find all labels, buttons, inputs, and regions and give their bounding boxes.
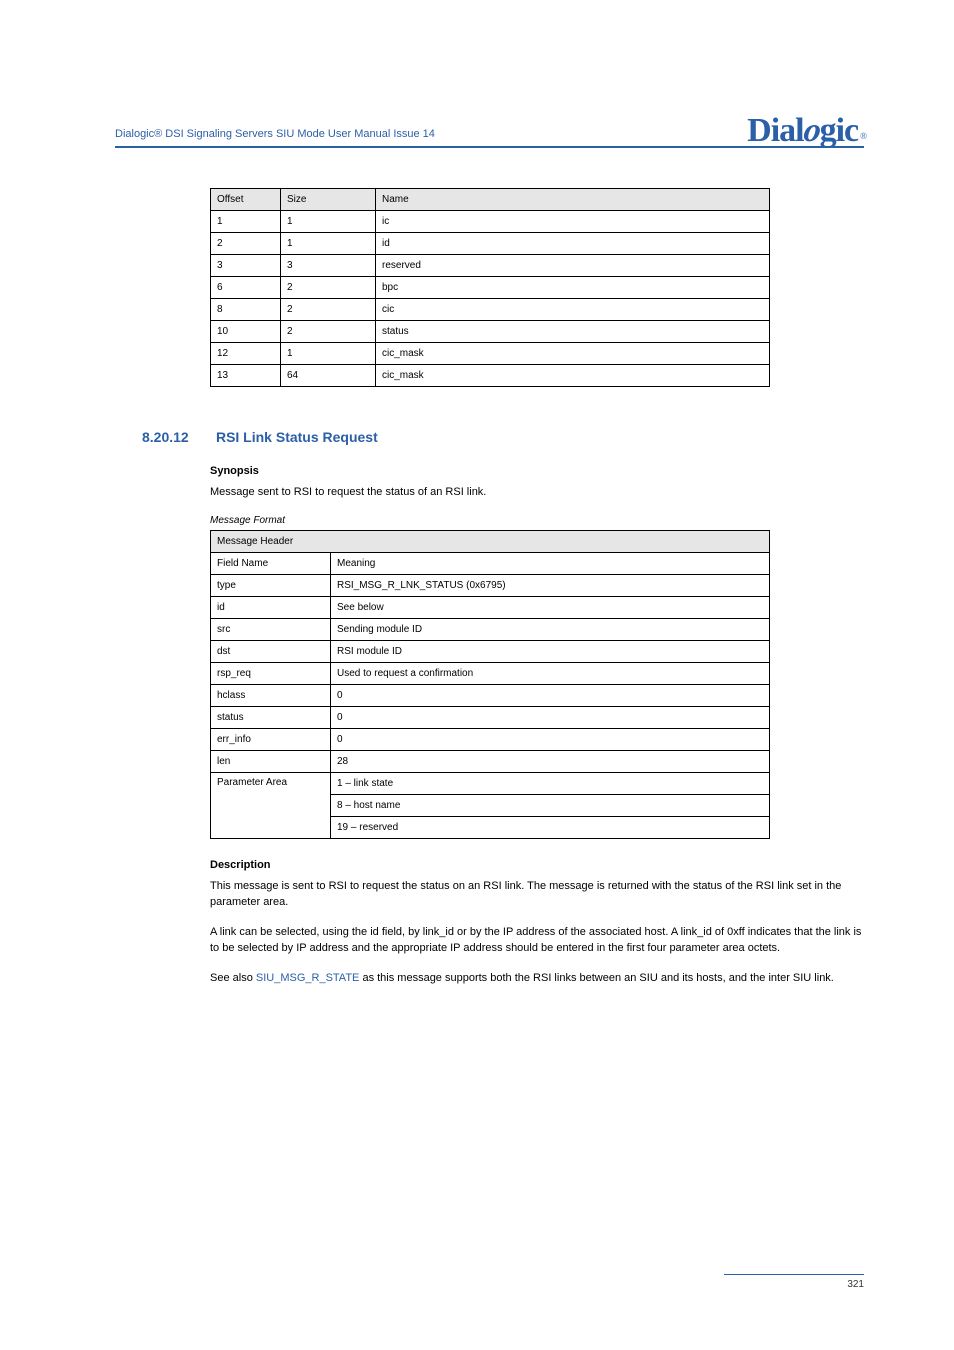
t2-title: Message Header — [211, 530, 770, 552]
table-cell: dst — [211, 640, 331, 662]
description-p1: This message is sent to RSI to request t… — [210, 879, 864, 911]
description-p2: A link can be selected, using the id fie… — [210, 925, 864, 957]
section-heading: 8.20.12 RSI Link Status Request — [142, 429, 864, 445]
table-cell: 0 — [331, 684, 770, 706]
th-name: Name — [376, 189, 770, 211]
table-cell: 3 — [211, 255, 281, 277]
table-cell: 2 — [281, 299, 376, 321]
description-label: Description — [210, 859, 864, 871]
table-cell: 2 — [281, 321, 376, 343]
table-cell: 1 — [281, 233, 376, 255]
table-cell: cic_mask — [376, 343, 770, 365]
synopsis-label: Synopsis — [210, 465, 864, 477]
table-cell: 0 — [331, 728, 770, 750]
table-cell: 28 — [331, 750, 770, 772]
table-cell: rsp_req — [211, 662, 331, 684]
see-also: See also SIU_MSG_R_STATE as this message… — [210, 971, 864, 987]
table-cell: 8 – host name — [331, 794, 770, 816]
table-cell: 3 — [281, 255, 376, 277]
section-title: RSI Link Status Request — [216, 429, 378, 445]
table-cell: Field Name — [211, 552, 331, 574]
table-cell: Sending module ID — [331, 618, 770, 640]
table-cell: hclass — [211, 684, 331, 706]
table-cell: 12 — [211, 343, 281, 365]
table-cell: status — [211, 706, 331, 728]
table-cell: err_info — [211, 728, 331, 750]
table-cell: See below — [331, 596, 770, 618]
table-cell: 1 — [281, 211, 376, 233]
table-cell: len — [211, 750, 331, 772]
table-cell: cic — [376, 299, 770, 321]
doc-title: Dialogic® DSI Signaling Servers SIU Mode… — [115, 128, 435, 140]
table-cell: 10 — [211, 321, 281, 343]
table-cell: 0 — [331, 706, 770, 728]
synopsis-text: Message sent to RSI to request the statu… — [210, 485, 864, 501]
table-cell: type — [211, 574, 331, 596]
table-cell: id — [211, 596, 331, 618]
table-cell: Meaning — [331, 552, 770, 574]
table-cell: 2 — [281, 277, 376, 299]
table-cell: id — [376, 233, 770, 255]
table-cell: RSI_MSG_R_LNK_STATUS (0x6795) — [331, 574, 770, 596]
section-number: 8.20.12 — [142, 429, 189, 445]
table-cell: 1 – link state — [331, 772, 770, 794]
table-cell: 1 — [281, 343, 376, 365]
table-cell: cic_mask — [376, 365, 770, 387]
table-cell: ic — [376, 211, 770, 233]
th-offset: Offset — [211, 189, 281, 211]
table-cell: 19 – reserved — [331, 816, 770, 838]
table-cell: Parameter Area — [211, 772, 331, 838]
message-format-table: Message Header Field NameMeaningtypeRSI_… — [210, 530, 770, 839]
table-cell: src — [211, 618, 331, 640]
table-cell: status — [376, 321, 770, 343]
table-cell: 1 — [211, 211, 281, 233]
offset-table: Offset Size Name 11ic21id33reserved62bpc… — [210, 188, 770, 387]
see-also-link[interactable]: SIU_MSG_R_STATE — [256, 972, 360, 984]
table-cell: 2 — [211, 233, 281, 255]
table-cell: 64 — [281, 365, 376, 387]
page-number: 321 — [847, 1279, 864, 1290]
brand-logo: Dialogic® — [747, 112, 864, 150]
table-cell: reserved — [376, 255, 770, 277]
page-header: Dialogic® DSI Signaling Servers SIU Mode… — [115, 100, 864, 148]
table-cell: RSI module ID — [331, 640, 770, 662]
table-cell: 13 — [211, 365, 281, 387]
table-cell: 8 — [211, 299, 281, 321]
th-size: Size — [281, 189, 376, 211]
table-cell: 6 — [211, 277, 281, 299]
page-footer: 321 — [724, 1274, 864, 1290]
format-label: Message Format — [210, 515, 864, 526]
table-cell: Used to request a confirmation — [331, 662, 770, 684]
table-cell: bpc — [376, 277, 770, 299]
